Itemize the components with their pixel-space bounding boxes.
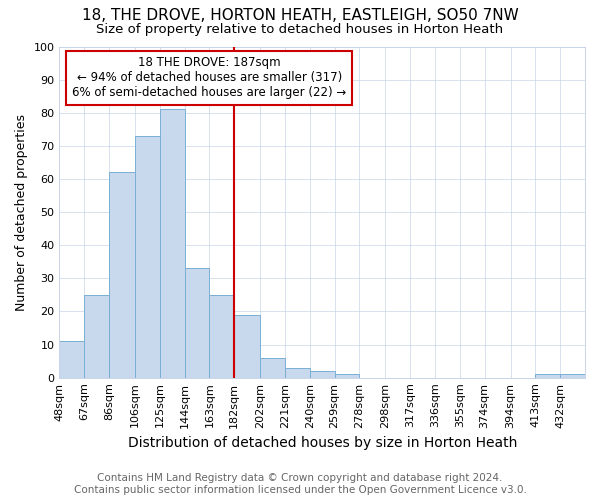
Bar bbox=[84, 295, 109, 378]
Bar bbox=[260, 358, 285, 378]
Bar bbox=[59, 342, 84, 378]
Text: Contains HM Land Registry data © Crown copyright and database right 2024.
Contai: Contains HM Land Registry data © Crown c… bbox=[74, 474, 526, 495]
Bar bbox=[560, 374, 585, 378]
Bar bbox=[234, 315, 260, 378]
Text: 18, THE DROVE, HORTON HEATH, EASTLEIGH, SO50 7NW: 18, THE DROVE, HORTON HEATH, EASTLEIGH, … bbox=[82, 8, 518, 22]
Text: 18 THE DROVE: 187sqm
← 94% of detached houses are smaller (317)
6% of semi-detac: 18 THE DROVE: 187sqm ← 94% of detached h… bbox=[72, 56, 347, 100]
Bar bbox=[160, 110, 185, 378]
Y-axis label: Number of detached properties: Number of detached properties bbox=[15, 114, 28, 310]
Bar bbox=[135, 136, 160, 378]
Bar bbox=[535, 374, 560, 378]
X-axis label: Distribution of detached houses by size in Horton Heath: Distribution of detached houses by size … bbox=[128, 436, 517, 450]
Text: Size of property relative to detached houses in Horton Heath: Size of property relative to detached ho… bbox=[97, 22, 503, 36]
Bar bbox=[310, 371, 335, 378]
Bar bbox=[209, 295, 234, 378]
Bar bbox=[109, 172, 135, 378]
Bar bbox=[335, 374, 359, 378]
Bar bbox=[185, 268, 209, 378]
Bar bbox=[285, 368, 310, 378]
